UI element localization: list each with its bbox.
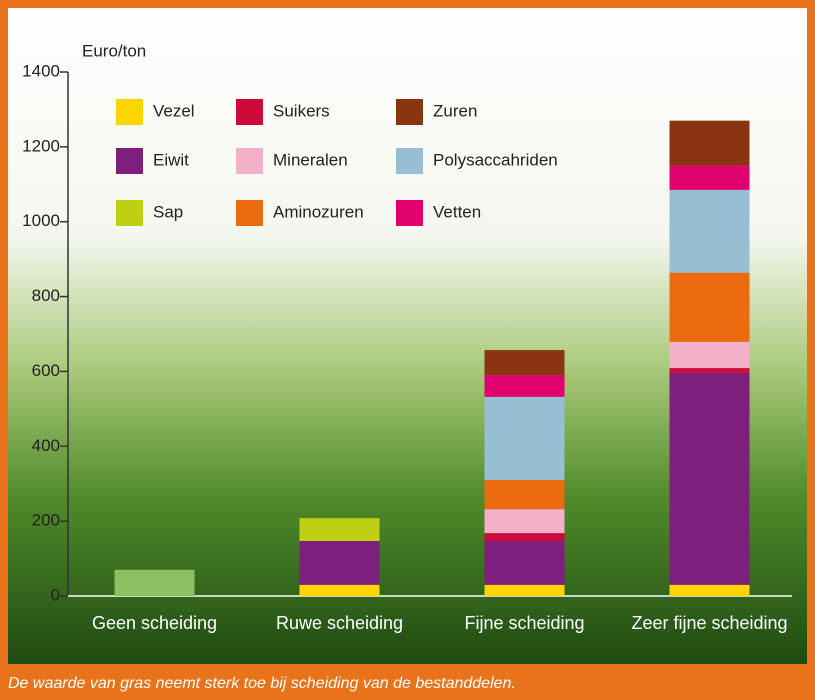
x-tick-label: Ruwe scheiding [276, 613, 403, 633]
legend-swatch [236, 148, 263, 174]
y-tick-label: 400 [32, 436, 60, 455]
bar-segment [669, 372, 750, 585]
bar-segment [114, 569, 195, 596]
bar-segment [299, 584, 380, 596]
y-axis-label: Euro/ton [82, 41, 146, 60]
legend-label: Eiwit [153, 150, 189, 169]
bar-segment [484, 533, 565, 541]
legend-swatch [396, 148, 423, 174]
legend-label: Sap [153, 202, 183, 221]
legend-label: Vezel [153, 101, 195, 120]
legend-label: Zuren [433, 101, 477, 120]
bar-segment [484, 509, 565, 534]
bar-segment [484, 584, 565, 596]
x-tick-label: Geen scheiding [92, 613, 217, 633]
legend-label: Polysaccahriden [433, 150, 558, 169]
x-tick-label: Fijne scheiding [464, 613, 584, 633]
y-tick-label: 200 [32, 511, 60, 530]
y-tick-label: 1000 [22, 211, 60, 230]
legend-swatch [116, 200, 143, 226]
y-tick-label: 0 [51, 585, 60, 604]
bar-segment [484, 396, 565, 480]
bar-segment [669, 341, 750, 369]
y-tick-label: 1400 [22, 61, 60, 80]
legend-swatch [396, 200, 423, 226]
bar-segment [669, 368, 750, 373]
legend-swatch [116, 99, 143, 125]
legend-label: Suikers [273, 101, 330, 120]
legend-swatch [236, 99, 263, 125]
bar-segment [669, 584, 750, 596]
bar-segment [669, 165, 750, 190]
bar-segment [299, 540, 380, 585]
legend-swatch [396, 99, 423, 125]
y-tick-label: 800 [32, 286, 60, 305]
legend-swatch [236, 200, 263, 226]
x-tick-label: Zeer fijne scheiding [631, 613, 787, 633]
legend-label: Aminozuren [273, 202, 364, 221]
caption: De waarde van gras neemt sterk toe bij s… [8, 675, 516, 692]
bar-segment [299, 518, 380, 541]
y-tick-label: 1200 [22, 136, 60, 155]
y-tick-label: 600 [32, 361, 60, 380]
bar-segment [484, 479, 565, 510]
bar-segment [669, 272, 750, 342]
legend-label: Vetten [433, 202, 481, 221]
bar-segment [669, 120, 750, 166]
bar-segment [484, 350, 565, 376]
bar-segment [484, 540, 565, 585]
legend-label: Mineralen [273, 150, 348, 169]
bar-segment [484, 375, 565, 397]
legend-swatch [116, 148, 143, 174]
bar-segment [669, 189, 750, 273]
